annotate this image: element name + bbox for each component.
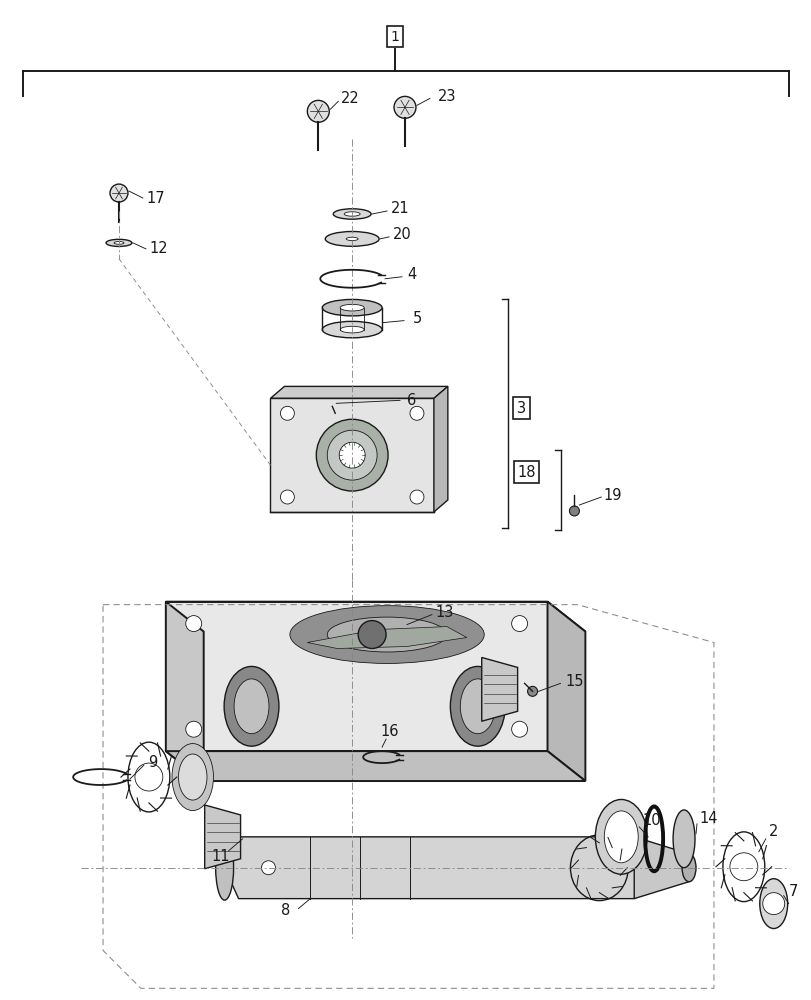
Text: 12: 12 [149,241,168,256]
Text: 23: 23 [437,89,456,104]
Circle shape [410,490,423,504]
Text: 19: 19 [603,488,620,503]
Polygon shape [270,386,448,398]
Polygon shape [433,386,448,512]
Circle shape [316,419,388,491]
Ellipse shape [340,304,363,311]
Ellipse shape [759,879,787,929]
Ellipse shape [172,744,213,811]
Text: 11: 11 [211,849,230,864]
Text: 10: 10 [642,813,661,828]
Text: 21: 21 [390,201,409,216]
Text: 17: 17 [146,191,165,206]
Circle shape [135,763,163,791]
Polygon shape [270,398,433,512]
Text: 3: 3 [517,401,526,416]
Circle shape [527,686,537,696]
Text: 13: 13 [436,605,453,620]
Polygon shape [204,805,240,869]
Ellipse shape [114,242,124,244]
Circle shape [511,721,527,737]
Text: 8: 8 [281,903,290,918]
Ellipse shape [178,754,207,800]
Ellipse shape [345,237,358,241]
Circle shape [307,100,328,122]
Ellipse shape [224,666,279,746]
Ellipse shape [216,835,234,900]
Ellipse shape [681,854,695,882]
Ellipse shape [322,321,382,338]
Text: 7: 7 [788,884,797,899]
Polygon shape [165,602,585,632]
Ellipse shape [322,299,382,316]
Text: 9: 9 [148,755,157,770]
Text: 15: 15 [564,674,583,689]
Ellipse shape [333,209,371,219]
Circle shape [261,861,275,875]
Circle shape [729,853,757,881]
Ellipse shape [672,810,694,868]
Ellipse shape [234,679,268,734]
Circle shape [280,490,294,504]
Text: 5: 5 [412,311,421,326]
Circle shape [327,430,376,480]
Polygon shape [165,602,547,751]
Text: 6: 6 [407,393,416,408]
Text: 22: 22 [341,91,359,106]
Ellipse shape [106,239,131,246]
Ellipse shape [344,212,360,216]
Polygon shape [633,837,689,899]
Ellipse shape [290,606,483,663]
Text: 2: 2 [768,824,778,839]
Text: 1: 1 [390,30,399,44]
Text: 4: 4 [407,267,416,282]
Circle shape [511,616,527,632]
Circle shape [762,893,783,915]
Ellipse shape [450,666,504,746]
Circle shape [410,406,423,420]
Ellipse shape [603,811,637,863]
Circle shape [358,621,385,648]
Circle shape [339,442,365,468]
Ellipse shape [327,617,446,652]
Ellipse shape [594,799,646,874]
Polygon shape [165,751,585,781]
Text: 14: 14 [699,811,717,826]
Polygon shape [481,657,517,721]
Circle shape [280,406,294,420]
Text: 20: 20 [393,227,411,242]
Polygon shape [547,602,585,781]
Ellipse shape [340,326,363,333]
Circle shape [569,506,579,516]
Ellipse shape [325,231,379,246]
Polygon shape [225,837,648,899]
Circle shape [109,184,128,202]
Ellipse shape [460,679,495,734]
Text: 16: 16 [380,724,399,739]
Circle shape [186,616,201,632]
Polygon shape [165,602,204,781]
Circle shape [325,398,335,408]
Text: 18: 18 [517,465,535,480]
Polygon shape [307,627,466,648]
Circle shape [393,96,415,118]
Circle shape [186,721,201,737]
